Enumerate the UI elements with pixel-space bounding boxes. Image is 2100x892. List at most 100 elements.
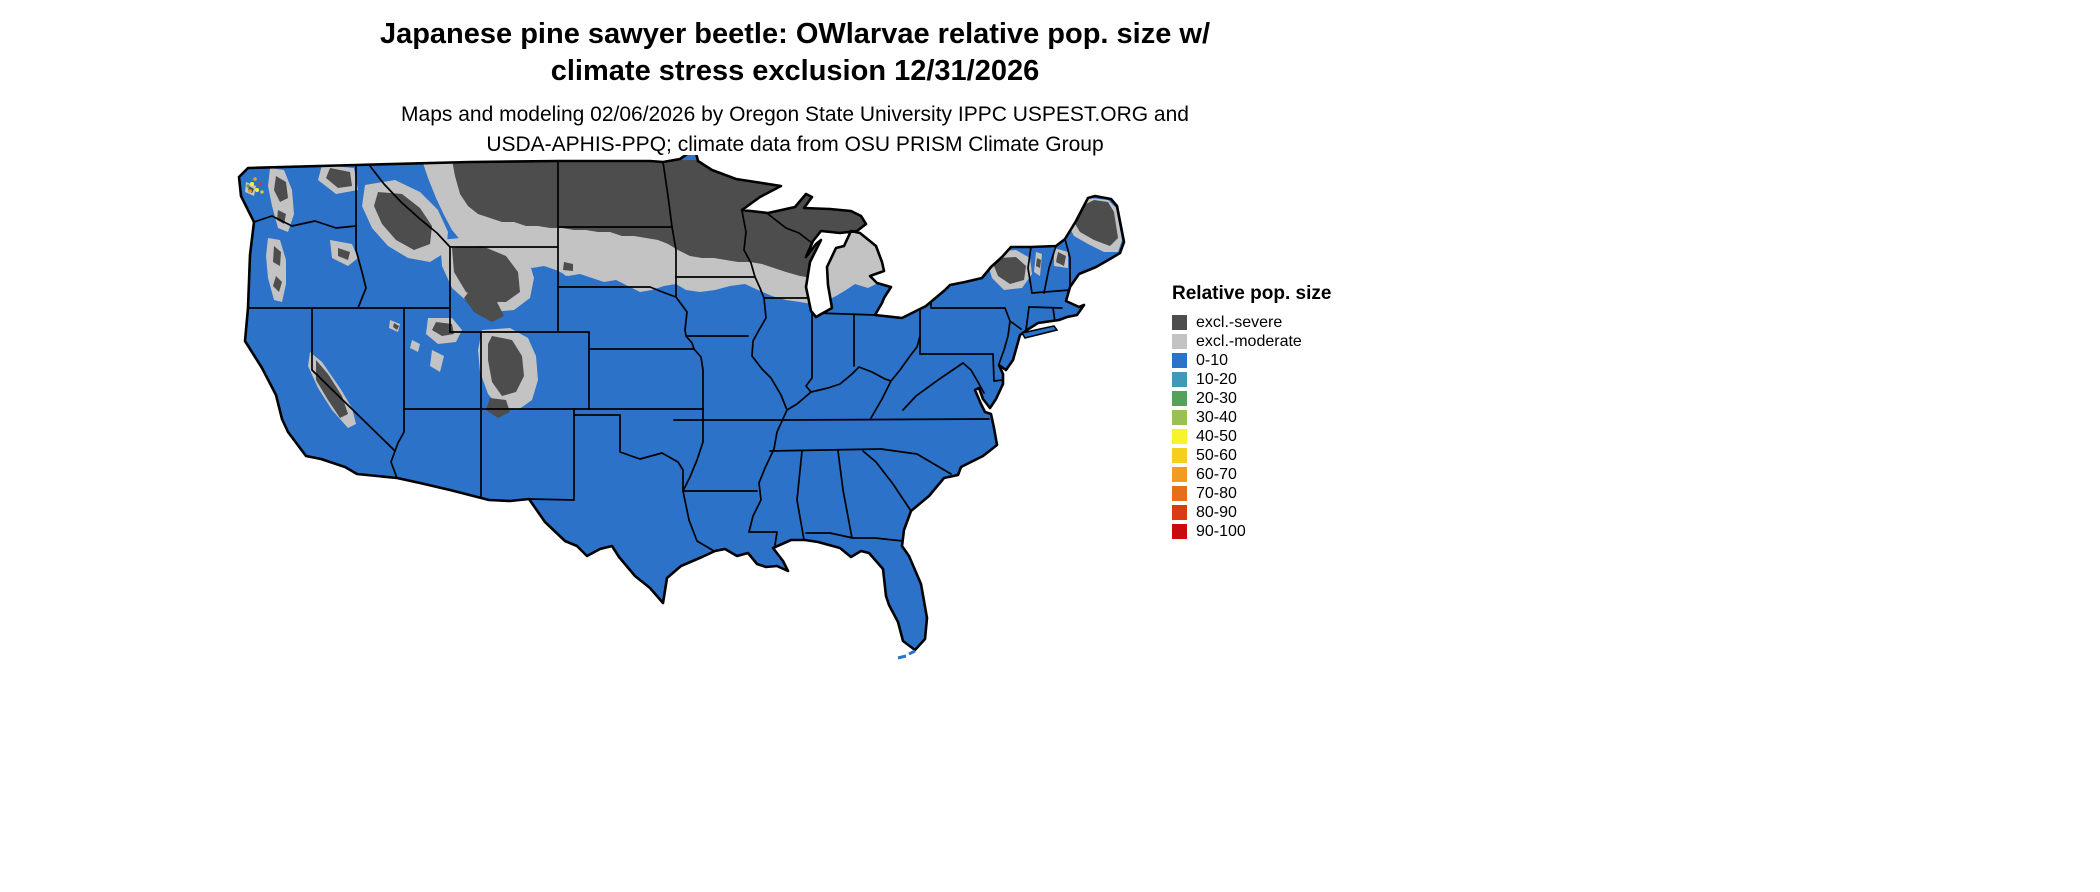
legend-title: Relative pop. size (1172, 283, 1332, 304)
map-subtitle-line1: Maps and modeling 02/06/2026 by Oregon S… (401, 103, 1189, 126)
region-patch (266, 238, 286, 302)
legend-item: 50-60 (1172, 446, 1331, 465)
state-border (816, 312, 876, 316)
state-border (682, 408, 704, 492)
legend-item: excl.-severe (1172, 313, 1331, 332)
map-subtitle-line2: USDA-APHIS-PPQ; climate data from OSU PR… (486, 133, 1104, 156)
state-border (369, 165, 451, 248)
state-border (796, 450, 805, 541)
state-border (662, 161, 673, 228)
state-border (748, 531, 778, 546)
region-patch (273, 246, 281, 266)
speck-40-50 (255, 188, 259, 192)
long-island (1020, 325, 1059, 339)
map-title-line1: Japanese pine sawyer beetle: OWlarvae re… (379, 18, 1211, 50)
state-border (786, 335, 921, 411)
state-border (837, 450, 853, 539)
legend-item: 60-70 (1172, 465, 1331, 484)
legend-color-swatch (1172, 410, 1187, 425)
florida-keys (897, 649, 916, 660)
legend-item-label: 10-20 (1196, 370, 1237, 388)
legend-item: 70-80 (1172, 484, 1331, 503)
speck-50-60 (260, 190, 264, 194)
region-patch (486, 398, 510, 418)
speck-60-70 (253, 177, 257, 181)
state-border (619, 414, 684, 492)
state-border (998, 320, 1011, 365)
region-patch (994, 257, 1026, 284)
region-patch (452, 246, 520, 302)
legend-item: 10-20 (1172, 370, 1331, 389)
region-patch (1036, 258, 1041, 268)
state-border (693, 348, 704, 410)
high-population-specks (246, 177, 264, 194)
legend-item: 80-90 (1172, 503, 1331, 522)
state-border (870, 380, 892, 419)
legend-color-swatch (1172, 334, 1187, 349)
legend-color-swatch (1172, 486, 1187, 501)
legend-color-swatch (1172, 448, 1187, 463)
state-border (992, 353, 1004, 382)
legend-item-label: 0-10 (1196, 351, 1229, 369)
excl-severe-regions (248, 160, 1118, 418)
region-patch (563, 262, 573, 271)
legend-color-swatch (1172, 467, 1187, 482)
legend-item: 40-50 (1172, 427, 1331, 446)
legend-item-label: 60-70 (1196, 465, 1237, 483)
state-border (783, 418, 990, 421)
state-border (880, 448, 952, 475)
state-border (902, 362, 964, 411)
legend-item: 20-30 (1172, 389, 1331, 408)
region-patch (464, 290, 504, 322)
legend-color-swatch (1172, 353, 1187, 368)
state-border (805, 312, 813, 393)
state-border (1027, 246, 1033, 294)
legend-item-label: 80-90 (1196, 503, 1237, 521)
region-patch (274, 176, 288, 202)
region-patch (393, 323, 399, 330)
legend-color-swatch (1172, 391, 1187, 406)
region-patch (410, 340, 420, 352)
region-patch (1074, 200, 1118, 246)
state-border (675, 296, 695, 350)
state-border (1031, 289, 1071, 294)
legend-item: 90-100 (1172, 522, 1331, 541)
legend-color-swatch (1172, 315, 1187, 330)
state-border (748, 409, 788, 533)
speck-60-70 (248, 189, 252, 193)
legend-item-label: 30-40 (1196, 408, 1237, 426)
state-border (394, 307, 405, 452)
state-border (769, 448, 882, 452)
state-borders (246, 160, 1071, 552)
region-patch (374, 192, 432, 250)
legend-color-swatch (1172, 429, 1187, 444)
legend-item: 0-10 (1172, 351, 1331, 370)
legend-item-label: 90-100 (1196, 522, 1246, 540)
map-fill-layer (239, 155, 1124, 650)
legend-item: excl.-moderate (1172, 332, 1331, 351)
state-border (253, 215, 357, 229)
region-patch (1056, 252, 1066, 266)
state-border (741, 210, 788, 411)
legend-item: 30-40 (1172, 408, 1331, 427)
state-border (671, 226, 677, 278)
legend-item-label: 70-80 (1196, 484, 1237, 502)
legend-color-swatch (1172, 372, 1187, 387)
legend-item-label: 40-50 (1196, 427, 1237, 445)
legend-color-swatch (1172, 524, 1187, 539)
speck-80-90 (258, 182, 262, 186)
state-border (930, 302, 1011, 322)
region-patch (326, 168, 352, 188)
legend: Relative pop. size excl.-severe excl.-mo… (1172, 283, 1331, 541)
speck-40-50 (250, 182, 254, 186)
state-border (557, 286, 677, 298)
state-border (805, 532, 904, 542)
state-border (1009, 320, 1022, 330)
state-border (1028, 306, 1063, 309)
us-map (237, 155, 1126, 660)
state-border (1025, 306, 1030, 331)
region-patch (430, 350, 444, 372)
region-patch (488, 336, 524, 396)
region-patch (273, 276, 282, 292)
